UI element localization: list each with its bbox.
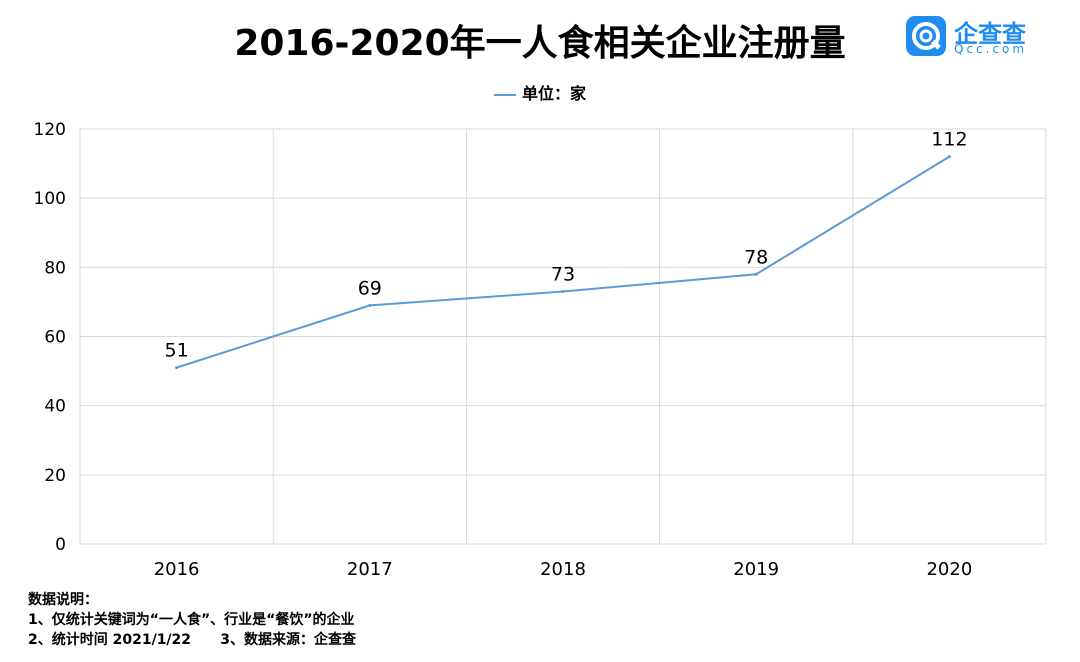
y-tick-label: 60 (44, 328, 66, 348)
legend-line-swatch (493, 93, 516, 96)
y-tick-label: 0 (55, 535, 66, 555)
data-point (561, 290, 565, 294)
data-label: 73 (551, 264, 575, 286)
x-tick-label: 2016 (154, 559, 200, 580)
chart-title: 2016-2020年一人食相关企业注册量 (234, 23, 846, 64)
data-point (947, 155, 951, 159)
data-point (754, 272, 758, 276)
data-point (175, 366, 179, 370)
logo-sub: Qcc.com (954, 42, 1028, 56)
logo-name: 企查查 (954, 20, 1026, 48)
x-tick-label: 2019 (733, 559, 779, 580)
notes-line-1: 1、仅统计关键词为“一人食”、行业是“餐饮”的企业 (28, 612, 355, 628)
line-chart: 0 20 40 60 80 100 120 2016 2017 2018 2019 2020 51 69 7… (34, 120, 1047, 580)
data-point (368, 303, 372, 307)
x-tick-label: 2017 (347, 559, 393, 580)
x-tick-label: 2018 (540, 559, 586, 580)
y-tick-label: 40 (44, 397, 66, 417)
y-tick-label: 80 (44, 258, 66, 278)
qcc-logo-icon (906, 16, 946, 56)
data-label: 112 (931, 129, 967, 151)
y-tick-label: 20 (44, 466, 66, 486)
data-notes: 数据说明： 1、仅统计关键词为“一人食”、行业是“餐饮”的企业 2、统计时间 2… (28, 590, 356, 650)
chart-legend: 单位：家 (0, 80, 1080, 104)
data-label: 69 (358, 277, 382, 299)
series-line (176, 155, 950, 369)
y-tick-label: 100 (34, 189, 66, 209)
y-tick-label: 120 (34, 120, 66, 140)
notes-heading: 数据说明： (28, 592, 98, 608)
x-tick-label: 2020 (926, 559, 972, 580)
data-label: 51 (165, 340, 189, 362)
data-label: 78 (744, 246, 768, 268)
notes-line-2: 2、统计时间 2021/1/22 3、数据来源：企查查 (28, 632, 357, 648)
qcc-logo: 企查查 Qcc.com (906, 16, 1046, 60)
legend-label: 单位：家 (521, 84, 586, 103)
